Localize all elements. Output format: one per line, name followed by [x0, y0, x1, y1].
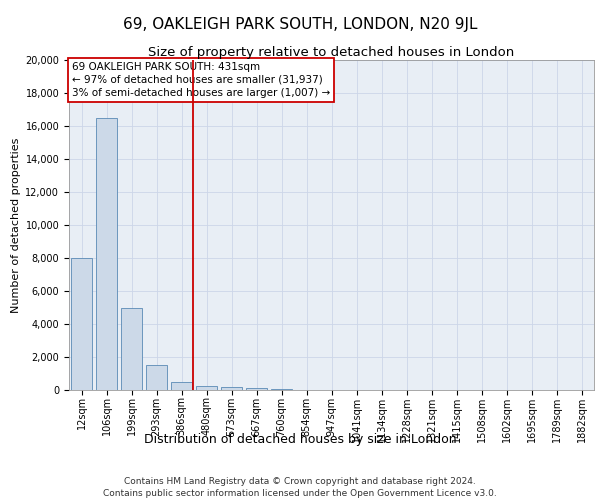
Text: Distribution of detached houses by size in London: Distribution of detached houses by size …	[143, 432, 457, 446]
Text: Contains HM Land Registry data © Crown copyright and database right 2024.
Contai: Contains HM Land Registry data © Crown c…	[103, 476, 497, 498]
Bar	[271, 388, 292, 390]
Bar	[221, 387, 242, 390]
Y-axis label: Number of detached properties: Number of detached properties	[11, 138, 21, 312]
Text: 69, OAKLEIGH PARK SOUTH, LONDON, N20 9JL: 69, OAKLEIGH PARK SOUTH, LONDON, N20 9JL	[123, 18, 477, 32]
Bar	[71, 258, 92, 390]
Bar	[171, 382, 192, 390]
Text: 69 OAKLEIGH PARK SOUTH: 431sqm
← 97% of detached houses are smaller (31,937)
3% : 69 OAKLEIGH PARK SOUTH: 431sqm ← 97% of …	[71, 62, 330, 98]
Bar	[121, 308, 142, 390]
Bar	[96, 118, 117, 390]
Title: Size of property relative to detached houses in London: Size of property relative to detached ho…	[148, 46, 515, 59]
Bar	[246, 388, 267, 390]
Bar	[196, 386, 217, 390]
Bar	[146, 365, 167, 390]
